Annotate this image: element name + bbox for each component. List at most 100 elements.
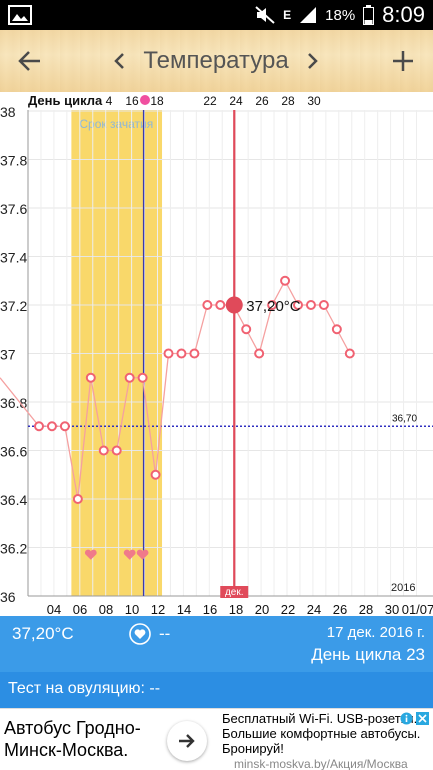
y-tick-label: 36.2 <box>0 541 27 557</box>
app-bar: Температура <box>0 30 433 92</box>
cycle-day-tick: 26 <box>255 94 269 108</box>
status-bar: E 18% 8:09 <box>0 0 433 30</box>
temperature-point <box>59 421 70 432</box>
temperature-point <box>344 348 355 359</box>
x-tick-label: 14 <box>177 602 191 616</box>
temperature-chart[interactable]: Срок зачатия 38 37.8 37.6 37.4 37.2 37 36.8 36.6… <box>0 92 433 616</box>
temperature-point <box>163 348 174 359</box>
arrow-right-icon <box>179 734 195 748</box>
temperature-point <box>254 348 265 359</box>
ovulation-test-row[interactable]: Тест на овуляцию: -- <box>0 672 433 708</box>
temperature-point <box>267 300 278 310</box>
ad-info-icon[interactable] <box>400 712 413 725</box>
x-tick-label: 08 <box>99 602 113 616</box>
y-tick-label: 38 <box>0 104 16 120</box>
plus-icon <box>393 51 413 71</box>
y-tick-label: 36.4 <box>0 492 27 508</box>
selected-temperature: 37,20°C <box>12 624 74 643</box>
temperature-point <box>215 300 226 310</box>
cycle-day-axis-title: День цикла <box>28 93 103 108</box>
y-tick-label: 37.2 <box>0 298 27 314</box>
ovulation-test-label: Тест на овуляцию: -- <box>8 680 161 697</box>
ad-url[interactable]: minsk-moskva.by/Акция/Москва <box>234 757 408 770</box>
x-tick-label: 18 <box>229 602 243 616</box>
temperature-point <box>331 324 342 335</box>
y-tick-label: 37.4 <box>0 250 27 266</box>
mute-icon <box>255 6 275 24</box>
x-tick-label: 24 <box>307 602 321 616</box>
temperature-point <box>137 372 148 383</box>
temperature-point <box>124 372 135 383</box>
temperature-point <box>85 372 96 383</box>
x-tick-label: 26 <box>333 602 347 616</box>
cycle-day-tick: 18 <box>150 94 164 108</box>
temperature-chart-svg[interactable]: Срок зачатия 38 37.8 37.6 37.4 37.2 37 36.8 36.6… <box>0 92 433 616</box>
temperature-point <box>241 324 252 335</box>
intercourse-value: -- <box>159 624 171 643</box>
month-marker-bg <box>220 586 249 598</box>
year-label: 2016 <box>391 582 415 594</box>
x-tick-label: 22 <box>281 602 295 616</box>
temperature-point <box>202 300 213 310</box>
temperature-point <box>46 421 57 432</box>
cycle-day-tick: 22 <box>203 94 217 108</box>
intercourse-indicator[interactable]: -- <box>129 623 170 645</box>
arrow-left-icon <box>18 51 40 71</box>
temperature-point <box>305 300 316 310</box>
x-tick-label: 28 <box>359 602 373 616</box>
ad-headline[interactable]: Автобус Гродно-Минск-Москва. <box>4 718 141 760</box>
temperature-point <box>111 445 122 456</box>
temperature-point <box>72 494 83 504</box>
y-tick-label: 37 <box>0 347 16 363</box>
ad-body[interactable]: Бесплатный Wi-Fi. USB-розетки. Большие к… <box>222 711 421 756</box>
selected-temperature-point <box>225 296 243 314</box>
top-ovulation-marker <box>140 95 150 105</box>
temperature-point <box>34 421 45 432</box>
temperature-point <box>189 348 200 359</box>
intercourse-heart-icon <box>136 549 149 560</box>
cycle-day-tick: 4 <box>106 94 113 108</box>
fertile-window-label: Срок зачатия <box>79 117 153 131</box>
y-tick-label: 37.6 <box>0 201 27 217</box>
temperature-point <box>318 300 329 310</box>
x-tick-label: 20 <box>255 602 269 616</box>
coverline-label: 36,70 <box>392 413 417 424</box>
x-tick-label: 30 <box>385 602 399 616</box>
cycle-day: День цикла 23 <box>311 645 425 664</box>
chevron-left-icon <box>114 53 124 69</box>
heart-outline-icon <box>129 623 151 645</box>
next-chart-button[interactable] <box>300 30 326 92</box>
chevron-right-icon <box>308 53 318 69</box>
cycle-day-tick: 24 <box>229 94 243 108</box>
day-info-panel: 37,20°C -- 17 дек. 2016 г. День цикла 23 <box>0 616 433 672</box>
x-tick-label: 12 <box>151 602 165 616</box>
temperature-point <box>98 445 109 456</box>
cycle-day-tick: 30 <box>307 94 321 108</box>
back-button[interactable] <box>6 30 54 92</box>
battery-icon <box>363 5 375 25</box>
ad-open-button[interactable] <box>167 721 207 761</box>
y-tick-label: 36 <box>0 589 16 605</box>
temperature-point <box>176 348 187 359</box>
network-type: E <box>283 8 292 22</box>
x-tick-label: 10 <box>125 602 139 616</box>
y-tick-label: 37.8 <box>0 153 27 169</box>
signal-icon <box>300 7 317 23</box>
selected-temperature-label: 37,20°C <box>246 298 301 315</box>
ad-choices[interactable] <box>400 712 429 725</box>
x-tick-label: 16 <box>203 602 217 616</box>
y-tick-label: 36.8 <box>0 395 27 411</box>
x-tick-label: 04 <box>47 602 61 616</box>
battery-percent: 18% <box>325 6 356 24</box>
ad-banner[interactable]: Автобус Гродно-Минск-Москва. Бесплатный … <box>0 708 433 770</box>
cycle-day-tick: 28 <box>281 94 295 108</box>
page-title: Температура <box>143 47 289 74</box>
cycle-day-tick: 16 <box>125 94 139 108</box>
ad-close-icon[interactable] <box>416 712 429 725</box>
previous-chart-button[interactable] <box>106 30 132 92</box>
x-tick-label: 06 <box>73 602 87 616</box>
month-marker-label: дек. <box>225 587 244 598</box>
clock: 8:09 <box>382 2 425 27</box>
add-button[interactable] <box>379 30 427 92</box>
y-tick-label: 36.6 <box>0 444 27 460</box>
